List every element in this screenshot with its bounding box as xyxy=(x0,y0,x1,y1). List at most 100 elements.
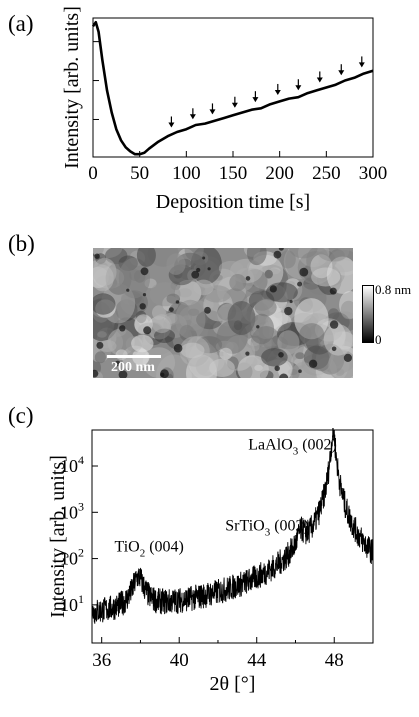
afm-pit xyxy=(329,287,337,295)
x-tick-label-c: 44 xyxy=(247,650,267,671)
afm-grain xyxy=(93,264,114,292)
y-tick-label-c: 102 xyxy=(60,546,84,569)
afm-grain xyxy=(227,301,256,335)
afm-pit xyxy=(114,360,121,367)
colorbar-min-label: 0 xyxy=(375,332,382,347)
afm-pit xyxy=(173,343,183,353)
afm-grain xyxy=(179,336,210,367)
x-tick-label-a: 300 xyxy=(359,163,388,184)
afm-grain xyxy=(279,250,296,269)
afm-pit xyxy=(204,306,211,314)
afm-grain xyxy=(219,347,233,360)
xrd-scan xyxy=(92,428,373,624)
afm-grain xyxy=(193,279,214,296)
afm-pit xyxy=(331,346,337,352)
oscillation-arrowhead xyxy=(316,77,323,83)
afm-pit xyxy=(278,248,284,251)
afm-grain xyxy=(264,269,273,279)
afm-pit xyxy=(278,352,284,358)
afm-pit xyxy=(256,325,260,329)
afm-pit xyxy=(175,300,180,304)
scalebar xyxy=(107,355,161,358)
afm-pit xyxy=(299,267,309,277)
afm-grain xyxy=(299,323,325,346)
oscillation-arrowhead xyxy=(189,114,196,120)
afm-grain xyxy=(131,334,154,353)
oscillation-arrowhead xyxy=(295,85,302,91)
afm-grain xyxy=(175,299,206,339)
afm-grain xyxy=(97,331,107,338)
afm-grain xyxy=(290,362,316,378)
afm-pit xyxy=(289,299,293,304)
afm-grain xyxy=(229,274,247,292)
afm-pit xyxy=(284,306,293,316)
afm-pit xyxy=(169,307,174,312)
afm-grain xyxy=(152,305,166,320)
panel-b: (b) 200 nm 0.8 nm 0 xyxy=(0,220,419,390)
afm-grain xyxy=(93,293,116,315)
panel-c: (c) 36 40 44 48 101 102 103 104 2θ [°] Intensity … xyxy=(0,390,419,717)
afm-pit xyxy=(118,370,128,378)
panel-label-b: (b) xyxy=(8,231,35,256)
afm-pit xyxy=(279,373,289,378)
peak-label: SrTiO3 (002) xyxy=(225,518,309,539)
plot-frame-a xyxy=(92,17,374,158)
afm-grain xyxy=(277,330,300,355)
afm-grain xyxy=(178,288,192,298)
afm-pit xyxy=(308,359,318,368)
afm-pit xyxy=(160,372,165,377)
y-tick-label-c: 101 xyxy=(60,592,84,615)
afm-grain xyxy=(317,248,350,262)
afm-grain xyxy=(326,256,353,294)
y-tick-label-c: 103 xyxy=(60,499,84,522)
x-tick-label-a: 100 xyxy=(172,163,201,184)
panel-label-c: (c) xyxy=(8,403,34,428)
y-axis-label-c: Intensity [arb. units] xyxy=(47,455,69,618)
x-tick-label-a: 150 xyxy=(219,163,248,184)
afm-pit xyxy=(207,267,211,271)
y-axis-label-a: Intensity [arb. units] xyxy=(61,6,83,169)
afm-pit xyxy=(119,325,126,332)
afm-grain xyxy=(94,351,106,364)
afm-grain xyxy=(323,324,353,356)
oscillation-arrowhead xyxy=(168,122,175,128)
afm-grain xyxy=(249,313,275,345)
afm-pit xyxy=(191,270,200,279)
colorbar xyxy=(362,285,374,343)
colorbar-max-label: 0.8 nm xyxy=(375,282,412,297)
afm-pit xyxy=(343,353,352,362)
afm-grain xyxy=(218,260,244,276)
x-tick-label-a: 50 xyxy=(130,163,149,184)
afm-grain xyxy=(295,352,305,360)
x-tick-label-a: 250 xyxy=(312,163,341,184)
afm-pit xyxy=(96,341,104,349)
chart-c: 36 40 44 48 101 102 103 104 2θ [°] Intensity [arb… xyxy=(47,428,374,695)
afm-image: 200 nm xyxy=(93,248,353,378)
afm-grain xyxy=(246,248,267,266)
panel-label-a: (a) xyxy=(8,11,34,36)
afm-pit xyxy=(140,267,149,276)
x-tick-label-a: 200 xyxy=(265,163,294,184)
x-tick-label-c: 40 xyxy=(170,650,189,671)
afm-pit xyxy=(273,250,282,259)
afm-pit xyxy=(139,303,146,310)
x-tick-label-c: 36 xyxy=(92,650,111,671)
oscillation-arrowhead xyxy=(274,89,281,95)
oscillation-arrowhead xyxy=(231,102,238,108)
peak-label: TiO2 (004) xyxy=(115,539,184,560)
scalebar-label: 200 nm xyxy=(111,360,155,375)
afm-grain xyxy=(254,298,277,317)
afm-grain xyxy=(136,248,156,267)
x-tick-label-c: 48 xyxy=(325,650,344,671)
x-axis-label-c: 2θ [°] xyxy=(210,673,256,695)
afm-texture xyxy=(93,248,353,378)
afm-pit xyxy=(94,253,100,259)
afm-pit xyxy=(143,326,152,335)
afm-grain xyxy=(340,300,353,320)
oscillation-arrowhead xyxy=(209,109,216,115)
afm-grain xyxy=(209,358,235,377)
afm-grain xyxy=(149,282,181,307)
panel-a: (a) 0 50 100 150 200 250 300 Deposition time [s… xyxy=(0,0,419,220)
afm-pit xyxy=(93,369,99,378)
afm-grain xyxy=(166,253,186,275)
